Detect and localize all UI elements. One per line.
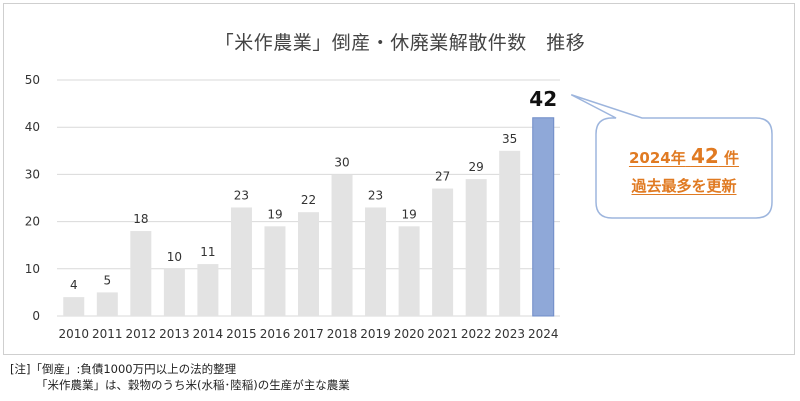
x-tick-label: 2020 xyxy=(394,327,425,341)
data-label: 35 xyxy=(502,132,517,146)
y-tick-label: 30 xyxy=(25,167,40,181)
footnote-line-1: [注]「倒産」:負債1000万円以上の法的整理 xyxy=(10,362,237,376)
bar-highlight xyxy=(532,117,555,317)
data-label: 19 xyxy=(401,207,416,221)
bar xyxy=(130,231,152,316)
bar xyxy=(465,179,487,316)
x-tick-label: 2016 xyxy=(260,327,291,341)
data-label: 29 xyxy=(469,160,484,174)
bar xyxy=(197,264,219,316)
data-label: 27 xyxy=(435,170,450,184)
bar xyxy=(264,226,286,316)
data-label: 42 xyxy=(529,87,557,111)
data-label: 11 xyxy=(200,245,215,259)
data-label: 19 xyxy=(267,207,282,221)
bar xyxy=(298,212,319,316)
bar xyxy=(63,297,85,316)
bar xyxy=(331,174,353,316)
callout-number: 42 xyxy=(690,144,719,168)
callout-unit: 件 xyxy=(724,149,740,167)
y-tick-label: 50 xyxy=(25,73,40,87)
x-tick-label: 2013 xyxy=(159,327,190,341)
footnote: [注]「倒産」:負債1000万円以上の法的整理 「米作農業」は、穀物のうち米(水… xyxy=(10,361,350,393)
bar xyxy=(398,226,420,316)
x-tick-label: 2024 xyxy=(528,327,559,341)
x-tick-label: 2017 xyxy=(293,327,324,341)
x-tick-label: 2012 xyxy=(126,327,157,341)
bar xyxy=(163,268,185,316)
x-tick-label: 2014 xyxy=(193,327,224,341)
chart-title: 「米作農業」倒産・休廃業解散件数 推移 xyxy=(214,32,586,54)
x-tick-label: 2023 xyxy=(494,327,525,341)
x-tick-label: 2022 xyxy=(461,327,492,341)
y-tick-label: 20 xyxy=(25,215,40,229)
data-label: 30 xyxy=(334,155,349,169)
callout-line-2: 過去最多を更新 xyxy=(631,177,737,195)
data-label: 22 xyxy=(301,193,316,207)
bar xyxy=(365,207,387,316)
data-label: 23 xyxy=(234,188,249,202)
bar xyxy=(499,150,521,316)
data-label: 23 xyxy=(368,188,383,202)
x-tick-label: 2011 xyxy=(92,327,123,341)
callout-line-1: 2024年 42 件 xyxy=(596,144,772,168)
bar xyxy=(96,292,118,316)
x-tick-label: 2018 xyxy=(327,327,358,341)
y-tick-label: 0 xyxy=(32,309,40,323)
x-tick-label: 2010 xyxy=(58,327,89,341)
x-tick-label: 2019 xyxy=(360,327,391,341)
data-label: 18 xyxy=(133,212,148,226)
x-tick-label: 2015 xyxy=(226,327,257,341)
data-label: 5 xyxy=(103,273,111,287)
y-tick-label: 40 xyxy=(25,120,40,134)
bar xyxy=(230,207,252,316)
data-label: 4 xyxy=(70,278,78,292)
data-label: 10 xyxy=(167,250,182,264)
x-tick-label: 2021 xyxy=(427,327,458,341)
bar xyxy=(432,188,454,316)
footnote-line-2: 「米作農業」は、穀物のうち米(水稲･陸稲)の生産が主な農業 xyxy=(36,378,350,392)
callout-bubble xyxy=(570,94,773,219)
callout-year: 2024年 xyxy=(628,149,686,167)
y-tick-label: 10 xyxy=(25,262,40,276)
